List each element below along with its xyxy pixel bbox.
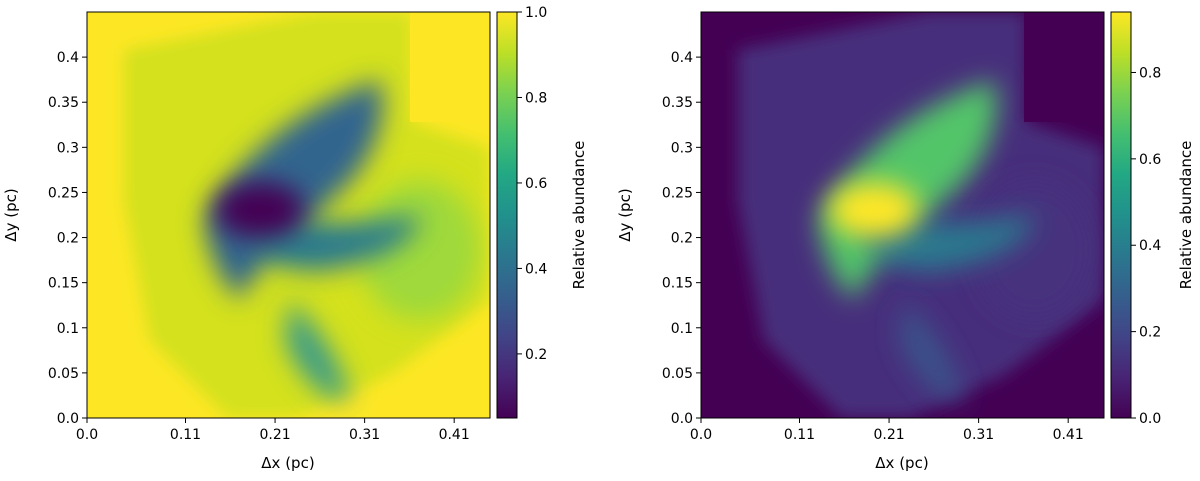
colorbar-tick-label: 0.4 [1139,238,1161,254]
x-tick-label: 0.21 [873,427,904,443]
y-tick-label: 0.15 [662,276,693,292]
colorbar-label-2: Relative abundance [1177,141,1195,290]
y-tick-label: 0.05 [48,366,79,382]
y-axis-label-2: Δy (pc) [616,188,634,241]
plot-frame-1 [86,11,491,419]
y-tick-label: 0.3 [671,140,693,156]
axes-2: 0.0 0.11 0.21 0.31 0.41 0.0 0.05 0.1 0.15 0.2 0.25… [662,50,1084,443]
colorbar-ticks-1: 0.2 0.4 0.6 0.8 1.0 [517,5,547,363]
x-tick-label: 0.41 [1053,427,1084,443]
y-tick-label: 0.3 [57,140,79,156]
colorbar-label-1: Relative abundance [570,141,588,290]
x-tick-label: 0.0 [76,427,98,443]
chart-panel-1: 0.0 0.11 0.21 0.31 0.41 0.0 0.05 0.1 0.15 0.2 0.25… [2,5,588,472]
y-tick-label: 0.2 [57,231,79,247]
x-tick-label: 0.31 [349,427,380,443]
chart-panel-2: 0.0 0.11 0.21 0.31 0.41 0.0 0.05 0.1 0.15 0.2 0.25… [616,11,1195,472]
colorbar-tick-label: 0.2 [1139,325,1161,341]
x-tick-label: 0.21 [259,427,290,443]
axes-1: 0.0 0.11 0.21 0.31 0.41 0.0 0.05 0.1 0.15 0.2 0.25… [48,50,470,443]
colorbar-tick-label: 0.8 [1139,65,1161,81]
x-tick-label: 0.41 [439,427,470,443]
colorbar-tick-label: 0.4 [525,261,547,277]
y-tick-label: 0.2 [671,231,693,247]
colorbar-tick-label: 0.6 [525,176,547,192]
y-axis-label-1: Δy (pc) [2,188,20,241]
colorbar-tick-label: 0.2 [525,347,547,363]
plot-frame-2 [700,11,1105,419]
y-tick-label: 0.0 [57,411,79,427]
y-tick-label: 0.4 [57,50,79,66]
colorbar-tick-label: 0.6 [1139,152,1161,168]
colorbar-1 [496,11,518,419]
y-tick-label: 0.0 [671,411,693,427]
y-tick-label: 0.25 [662,185,693,201]
y-tick-label: 0.05 [662,366,693,382]
y-tick-label: 0.4 [671,50,693,66]
x-tick-label: 0.0 [690,427,712,443]
colorbar-tick-label: 1.0 [525,5,547,21]
x-tick-label: 0.11 [784,427,815,443]
colorbar-tick-label: 0.8 [525,90,547,106]
colorbar-2 [1110,11,1132,419]
y-tick-label: 0.35 [48,95,79,111]
y-tick-label: 0.25 [48,185,79,201]
y-tick-label: 0.1 [671,321,693,337]
x-axis-label-2: Δx (pc) [875,454,928,472]
y-tick-label: 0.35 [662,95,693,111]
heatmap-image-2 [701,12,1104,418]
y-tick-label: 0.15 [48,276,79,292]
x-axis-label-1: Δx (pc) [261,454,314,472]
colorbar-ticks-2: 0.0 0.2 0.4 0.6 0.8 [1131,65,1161,427]
colorbar-tick-label: 0.0 [1139,411,1161,427]
y-tick-label: 0.1 [57,321,79,337]
x-tick-label: 0.31 [963,427,994,443]
heatmap-image-1 [87,12,490,418]
x-tick-label: 0.11 [170,427,201,443]
